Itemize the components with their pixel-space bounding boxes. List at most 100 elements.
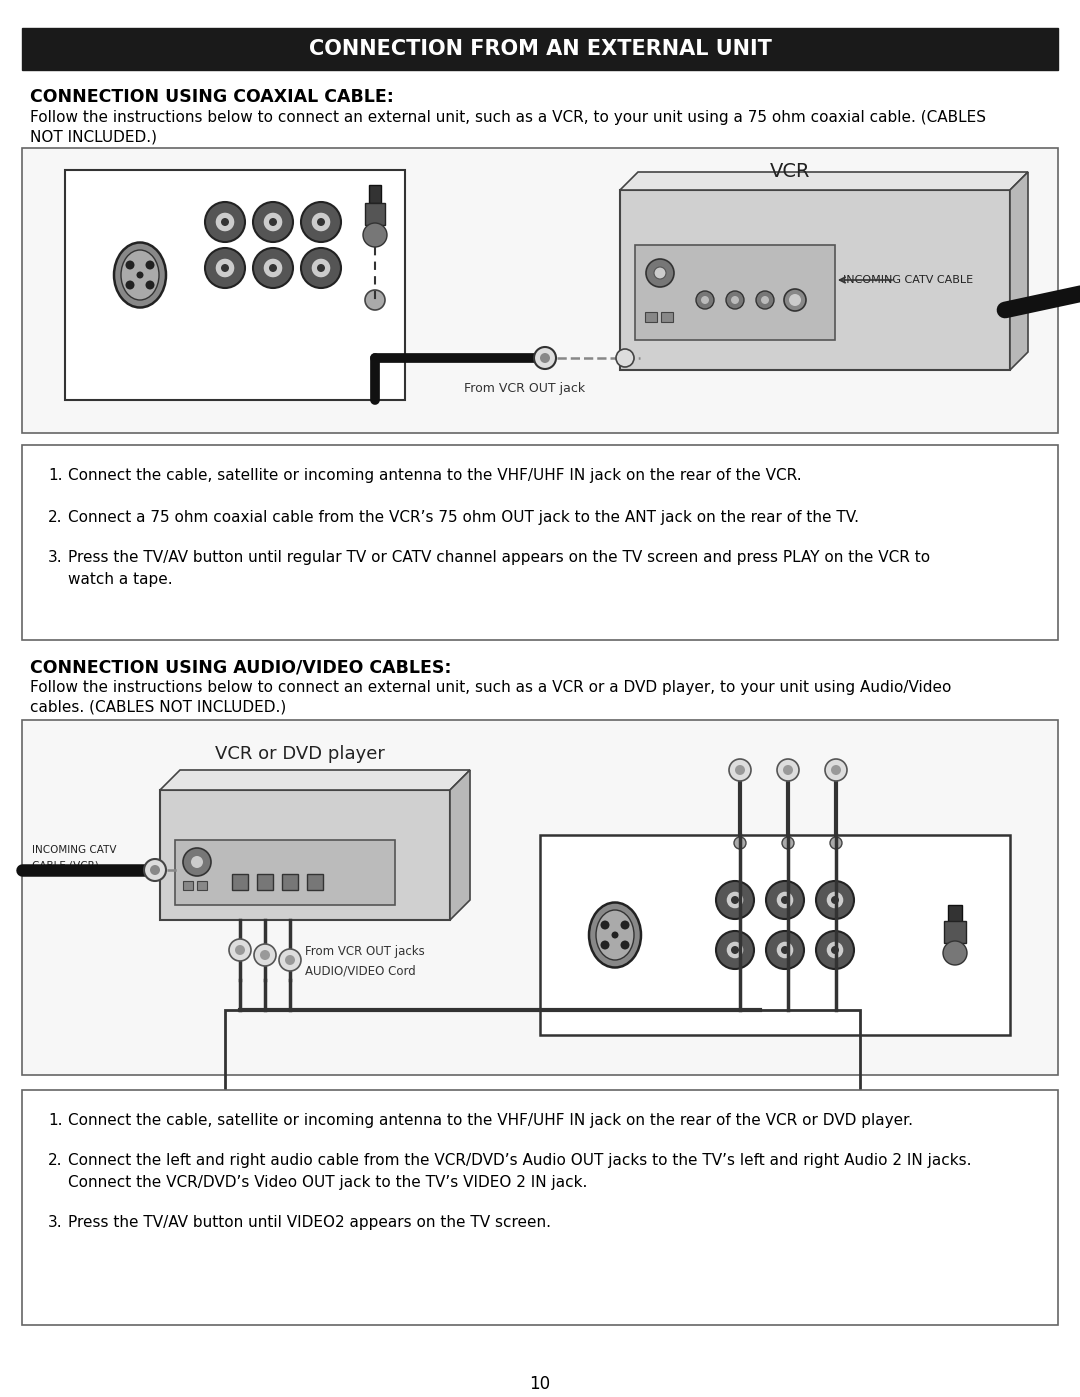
Text: Follow the instructions below to connect an external unit, such as a VCR, to you: Follow the instructions below to connect… <box>30 110 986 124</box>
Circle shape <box>235 944 245 956</box>
Circle shape <box>229 939 251 961</box>
Bar <box>661 312 673 321</box>
Text: CONNECTION FROM AN EXTERNAL UNIT: CONNECTION FROM AN EXTERNAL UNIT <box>309 39 771 59</box>
Circle shape <box>826 891 843 909</box>
Circle shape <box>221 264 229 272</box>
Text: From VCR OUT jack: From VCR OUT jack <box>464 381 585 395</box>
Circle shape <box>621 940 630 950</box>
Circle shape <box>782 837 794 849</box>
Circle shape <box>781 946 789 954</box>
Text: INCOMING CATV: INCOMING CATV <box>32 845 117 855</box>
Circle shape <box>311 258 330 278</box>
Text: CABLE (VCR): CABLE (VCR) <box>32 861 98 870</box>
Polygon shape <box>160 770 470 789</box>
Text: 2.: 2. <box>48 1153 63 1168</box>
Bar <box>232 875 248 890</box>
Circle shape <box>816 930 854 970</box>
Bar <box>257 875 273 890</box>
Text: 3.: 3. <box>48 550 63 564</box>
Circle shape <box>726 291 744 309</box>
Bar <box>175 840 395 905</box>
Circle shape <box>616 349 634 367</box>
Circle shape <box>183 848 211 876</box>
Circle shape <box>205 249 245 288</box>
Circle shape <box>365 291 384 310</box>
Circle shape <box>318 264 325 272</box>
Circle shape <box>311 212 330 232</box>
Bar <box>948 905 962 923</box>
Circle shape <box>781 895 789 904</box>
Circle shape <box>264 258 283 278</box>
Text: Press the TV/AV button until regular TV or CATV channel appears on the TV screen: Press the TV/AV button until regular TV … <box>68 550 930 564</box>
Circle shape <box>279 949 301 971</box>
Circle shape <box>654 267 666 279</box>
Bar <box>183 882 193 890</box>
Text: 10: 10 <box>529 1375 551 1393</box>
Circle shape <box>726 891 744 909</box>
Circle shape <box>363 224 387 247</box>
Circle shape <box>766 882 804 919</box>
Bar <box>282 875 298 890</box>
Bar <box>620 190 1010 370</box>
Circle shape <box>783 766 793 775</box>
Circle shape <box>831 837 842 849</box>
Circle shape <box>756 291 774 309</box>
Text: 2.: 2. <box>48 510 63 525</box>
Text: Connect the VCR/DVD’s Video OUT jack to the TV’s VIDEO 2 IN jack.: Connect the VCR/DVD’s Video OUT jack to … <box>68 1175 588 1190</box>
Ellipse shape <box>589 902 642 968</box>
Bar <box>944 921 966 943</box>
Text: NOT INCLUDED.): NOT INCLUDED.) <box>30 130 157 145</box>
Circle shape <box>318 218 325 226</box>
Circle shape <box>253 203 293 242</box>
Ellipse shape <box>596 909 634 960</box>
Circle shape <box>731 296 739 305</box>
Circle shape <box>701 296 708 305</box>
Circle shape <box>125 260 135 270</box>
Circle shape <box>777 759 799 781</box>
Circle shape <box>831 946 839 954</box>
Circle shape <box>215 212 235 232</box>
Circle shape <box>731 946 739 954</box>
Circle shape <box>540 353 550 363</box>
Text: Connect the cable, satellite or incoming antenna to the VHF/UHF IN jack on the r: Connect the cable, satellite or incoming… <box>68 468 801 483</box>
Text: VCR: VCR <box>770 162 810 182</box>
Bar <box>369 184 381 203</box>
Ellipse shape <box>114 243 166 307</box>
Circle shape <box>215 258 235 278</box>
Circle shape <box>826 942 843 958</box>
Bar <box>540 835 1010 1035</box>
Bar <box>225 1010 860 1260</box>
Circle shape <box>254 944 276 965</box>
Circle shape <box>269 264 276 272</box>
Circle shape <box>269 218 276 226</box>
Circle shape <box>301 249 341 288</box>
Circle shape <box>150 865 160 875</box>
Text: Connect a 75 ohm coaxial cable from the VCR’s 75 ohm OUT jack to the ANT jack on: Connect a 75 ohm coaxial cable from the … <box>68 510 859 525</box>
Polygon shape <box>450 770 470 921</box>
Circle shape <box>144 859 166 882</box>
Bar <box>197 882 207 890</box>
Circle shape <box>716 882 754 919</box>
Circle shape <box>600 921 609 929</box>
Circle shape <box>264 212 283 232</box>
Circle shape <box>729 759 751 781</box>
Bar <box>22 148 1058 433</box>
Circle shape <box>253 249 293 288</box>
Text: INCOMING CATV CABLE: INCOMING CATV CABLE <box>843 275 973 285</box>
Bar <box>22 719 1058 1076</box>
Circle shape <box>761 296 769 305</box>
Text: CONNECTION USING COAXIAL CABLE:: CONNECTION USING COAXIAL CABLE: <box>30 88 394 106</box>
Circle shape <box>600 940 609 950</box>
Text: Connect the left and right audio cable from the VCR/DVD’s Audio OUT jacks to the: Connect the left and right audio cable f… <box>68 1153 972 1168</box>
Bar <box>22 28 1058 70</box>
Circle shape <box>731 895 739 904</box>
Text: VCR or DVD player: VCR or DVD player <box>215 745 384 763</box>
Circle shape <box>777 891 794 909</box>
Circle shape <box>789 293 801 306</box>
Circle shape <box>146 260 154 270</box>
Circle shape <box>777 942 794 958</box>
Circle shape <box>646 258 674 286</box>
Circle shape <box>191 856 203 868</box>
Text: 1.: 1. <box>48 1113 63 1127</box>
Bar <box>645 312 657 321</box>
